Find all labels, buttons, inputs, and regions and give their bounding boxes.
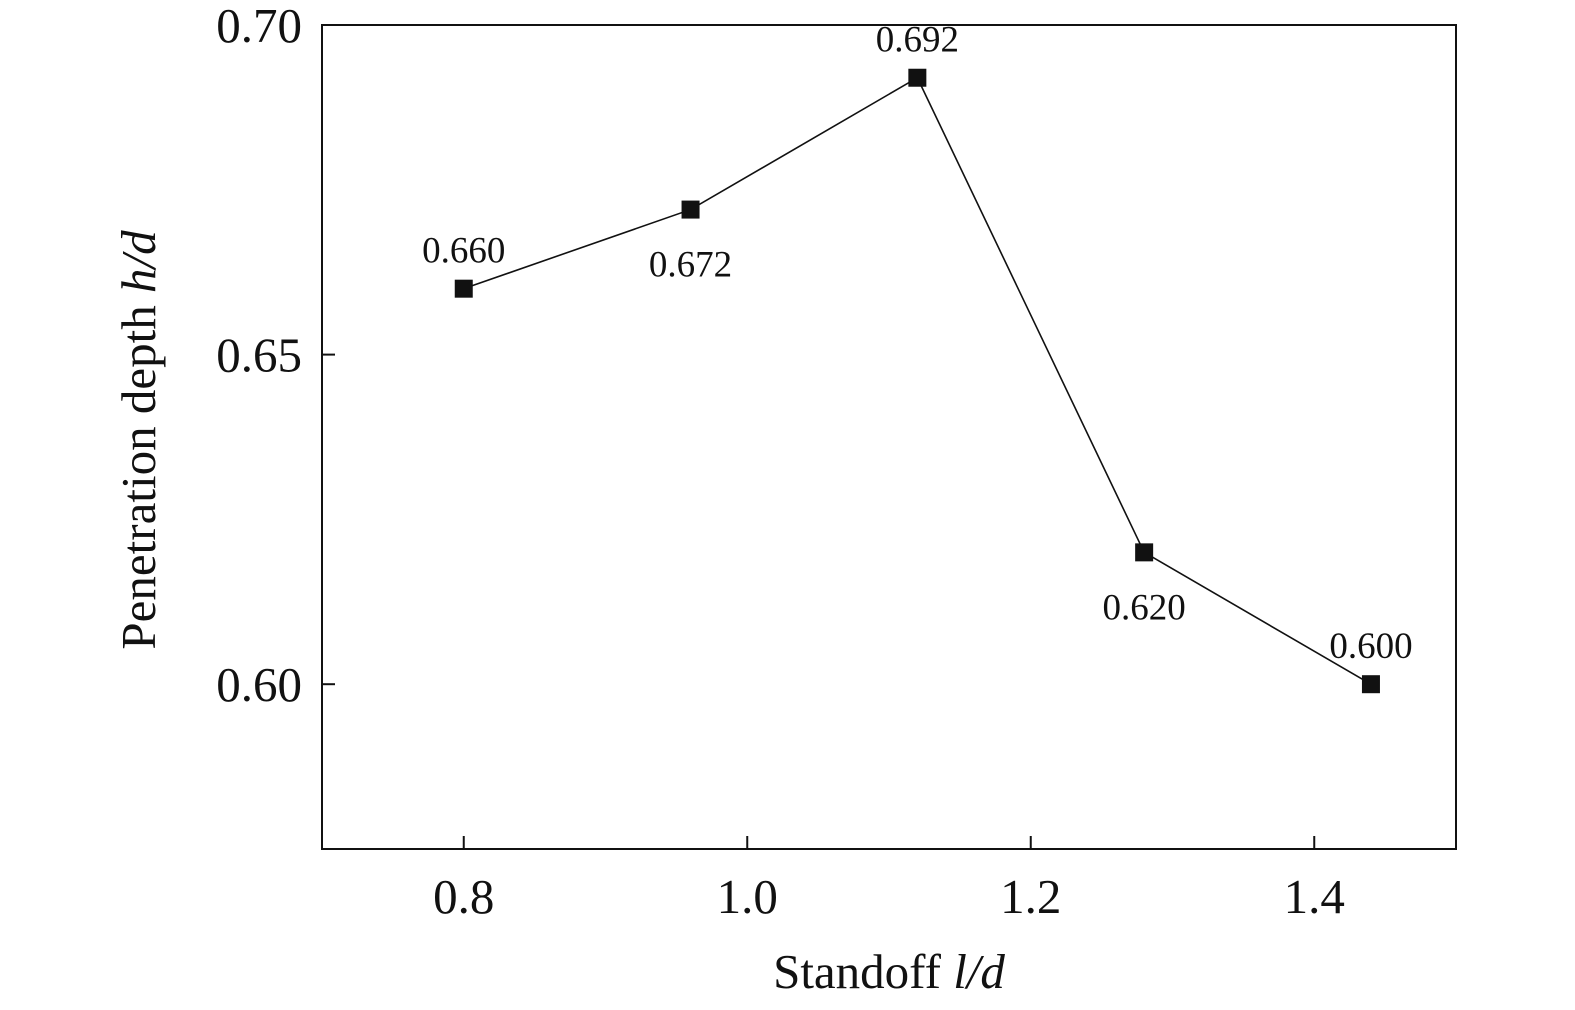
data-value-label: 0.620: [1103, 587, 1186, 628]
y-tick-label: 0.70: [216, 0, 302, 53]
y-tick-label: 0.60: [216, 657, 302, 712]
plot-frame: [321, 24, 1457, 850]
data-value-label: 0.672: [649, 245, 732, 286]
y-tick-label: 0.65: [216, 328, 302, 383]
x-tick-label: 0.8: [433, 869, 494, 924]
y-ticks: 0.60 0.65 0.70: [216, 0, 335, 712]
y-axis-title-prefix: Penetration depth: [111, 293, 166, 650]
data-point-marker: [1361, 675, 1380, 694]
data-labels: 0.660 0.672 0.692 0.620 0.600: [422, 20, 1412, 667]
y-axis-title-italic: h/d: [111, 230, 166, 293]
data-markers: [454, 68, 1380, 694]
y-axis-title: Penetration depth h/d: [111, 230, 166, 650]
x-tick-label: 1.2: [1000, 869, 1061, 924]
data-point-marker: [681, 200, 700, 219]
series-polyline: [463, 76, 1372, 685]
x-tick-label: 1.4: [1284, 869, 1345, 924]
x-axis-title-prefix: Standoff: [773, 944, 953, 999]
data-value-label: 0.692: [876, 20, 959, 61]
series-line: [463, 76, 1372, 685]
data-value-label: 0.660: [422, 231, 505, 272]
data-value-label: 0.600: [1329, 626, 1412, 667]
x-axis-title-italic: l/d: [953, 944, 1005, 999]
x-axis-title: Standoff l/d: [773, 944, 1005, 999]
data-point-marker: [454, 279, 473, 298]
data-point-marker: [1135, 543, 1154, 562]
data-point-marker: [908, 68, 927, 87]
x-tick-label: 1.0: [717, 869, 778, 924]
x-ticks: 0.8 1.0 1.2 1.4: [433, 836, 1345, 924]
